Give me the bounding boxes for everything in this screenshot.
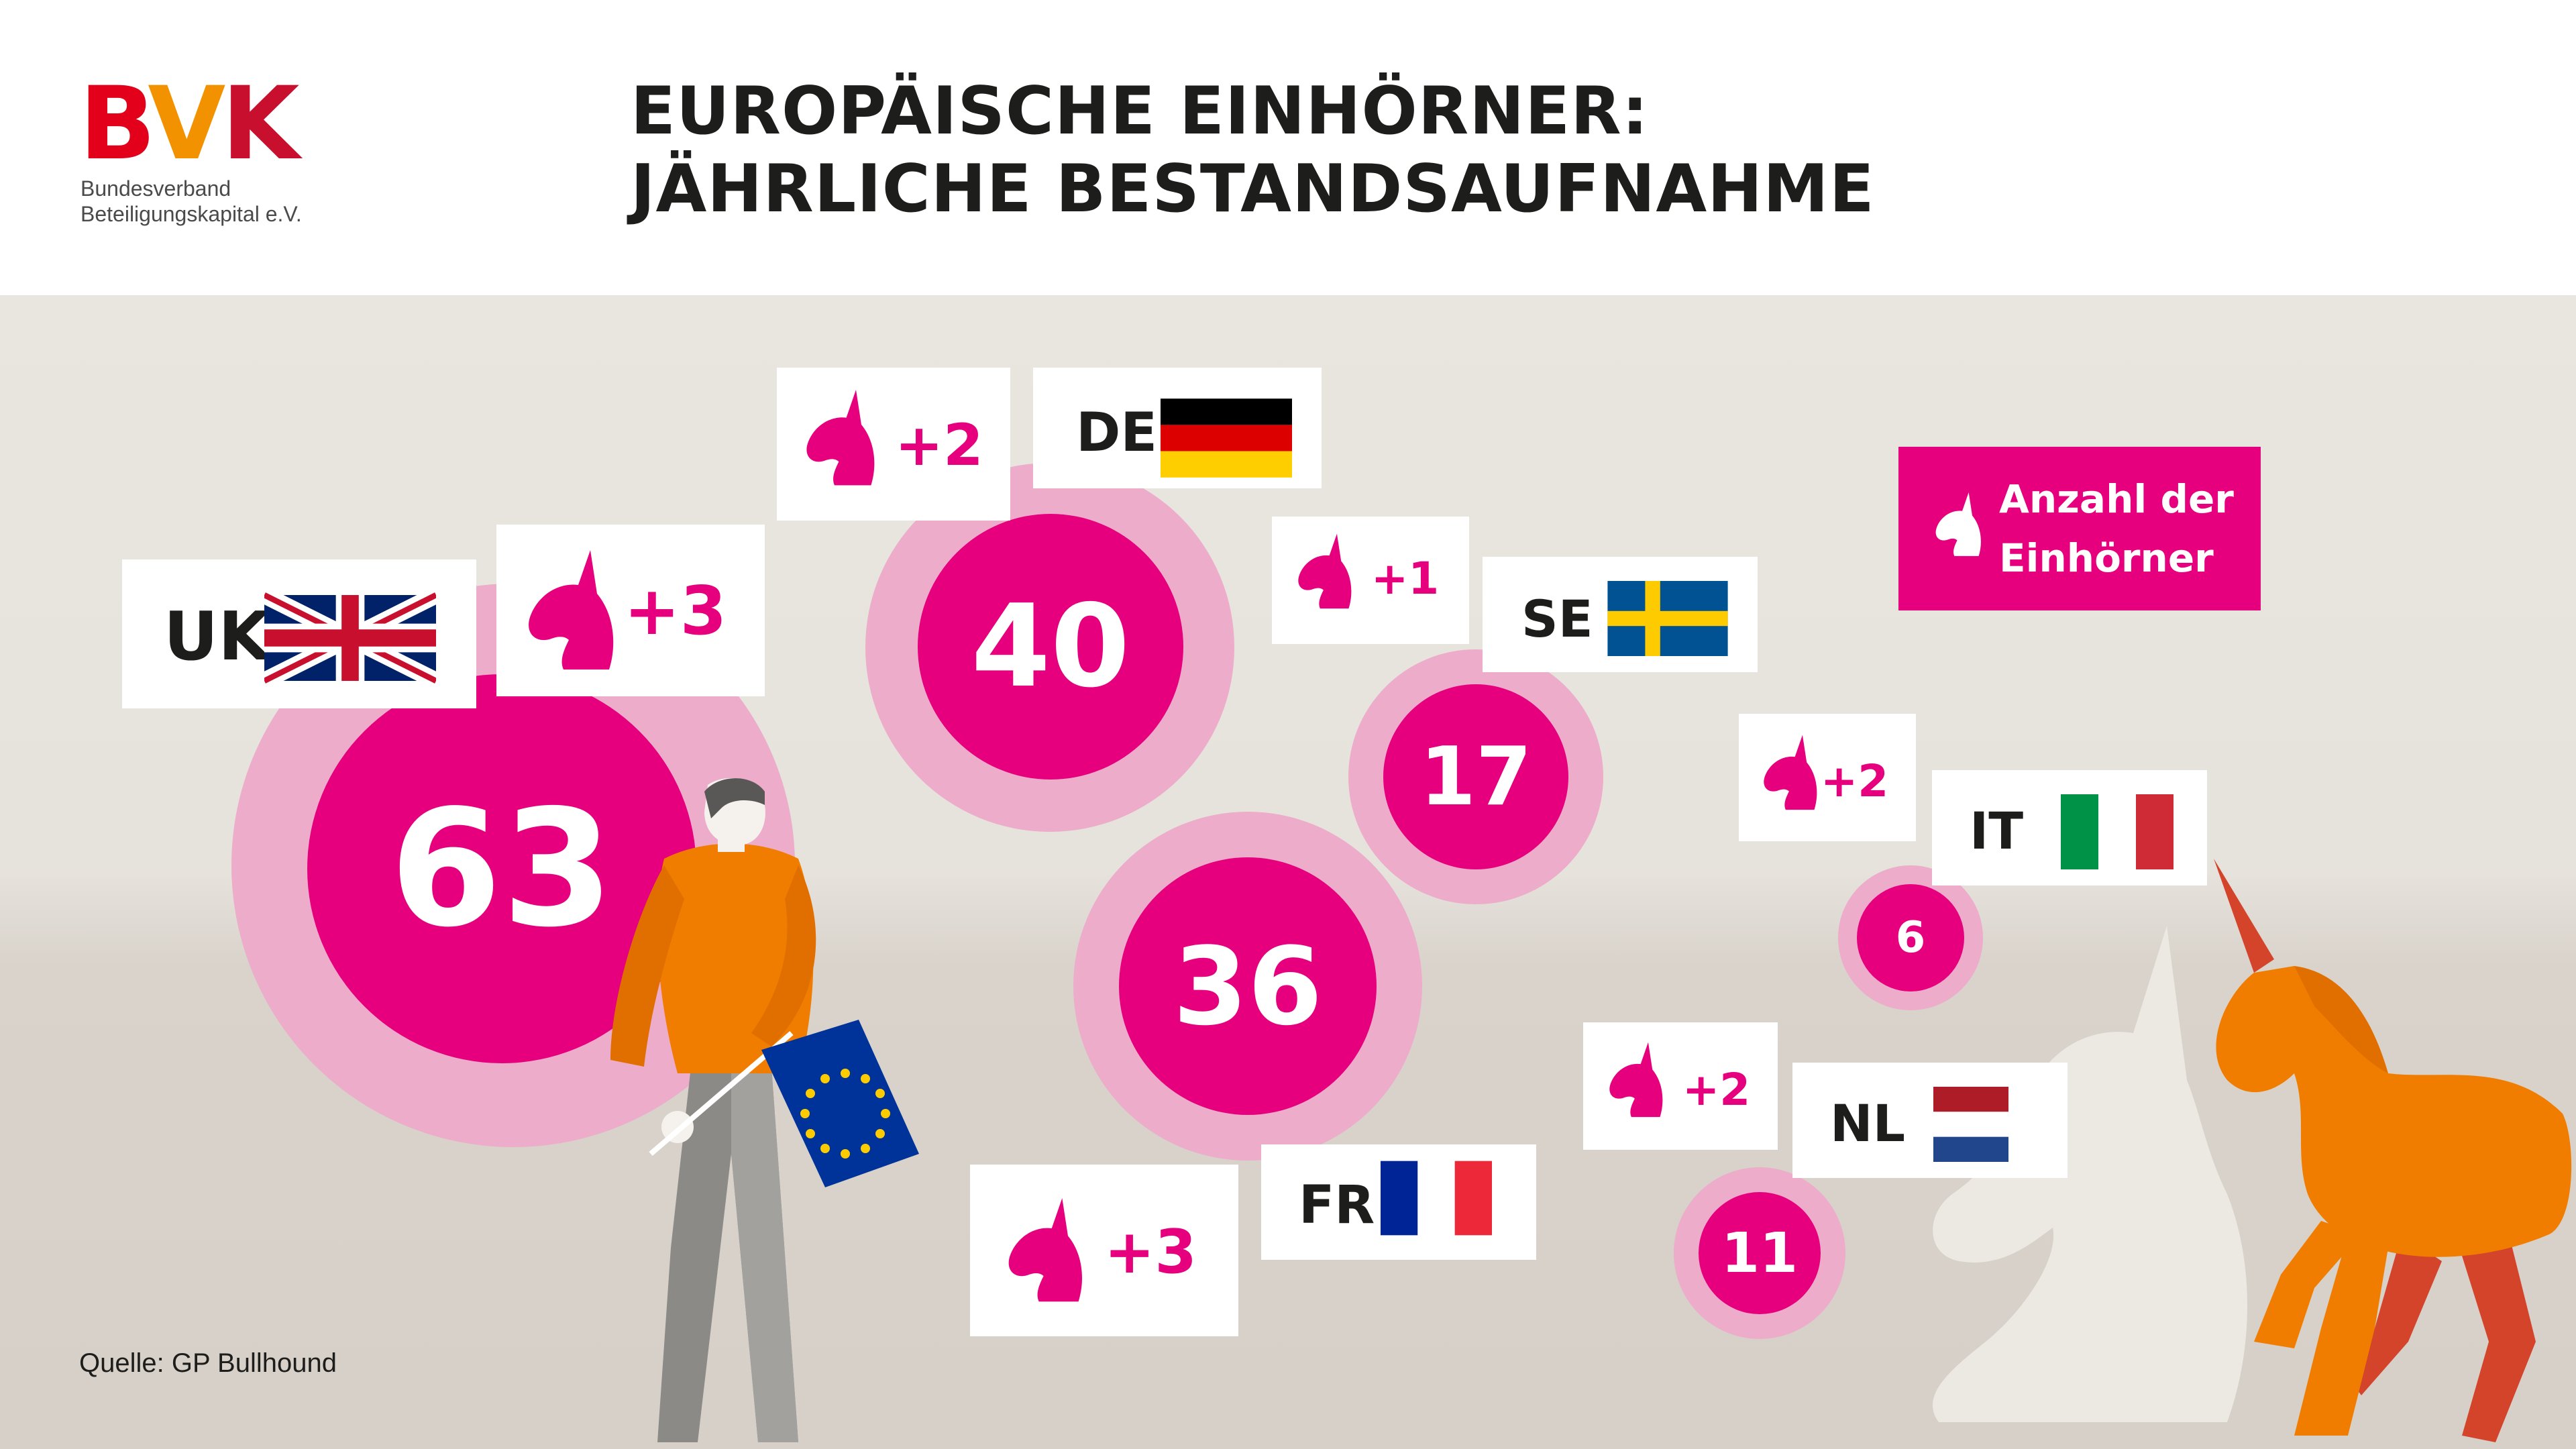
uk-delta-callout: +3 — [496, 525, 765, 696]
page-title: EUROPÄISCHE EINHÖRNER: JÄHRLICHE BESTAND… — [631, 72, 1875, 228]
unicorn-head-icon — [1764, 735, 1817, 810]
de-unicorn-count: 40 — [918, 514, 1183, 780]
unicorn-head-icon — [1298, 533, 1352, 609]
de-country-callout: DE — [1033, 368, 1322, 488]
orange-unicorn-illustration — [2214, 859, 2572, 1442]
se-delta-callout: +1 — [1272, 517, 1469, 644]
unicorn-head-icon — [806, 390, 875, 486]
se-unicorn-count: 17 — [1383, 684, 1568, 869]
page-title-line2: JÄHRLICHE BESTANDSAUFNAHME — [631, 151, 1875, 227]
fr-country-callout: FR — [1261, 1144, 1536, 1260]
nl-delta: +2 — [1682, 1064, 1751, 1116]
background-unicorn-icon — [1932, 926, 2247, 1422]
se-country-callout: SE — [1483, 557, 1758, 672]
uk-country-callout: UK — [122, 559, 476, 708]
logo-subtitle-line1: Bundesverband — [80, 176, 231, 201]
man-with-eu-flag-illustration — [610, 778, 919, 1442]
nl-delta-callout: +2 — [1583, 1022, 1778, 1150]
nl-unicorn-count: 11 — [1699, 1192, 1821, 1314]
nl-country-code: NL — [1830, 1093, 1906, 1153]
fr-unicorn-count: 36 — [1119, 857, 1377, 1115]
uk-country-code: UK — [164, 597, 270, 676]
legend-label-line1: Anzahl der — [1999, 476, 2234, 522]
it-flag-icon — [2061, 794, 2174, 869]
de-delta-callout: +2 — [777, 368, 1010, 521]
legend-label-line2: Einhörner — [1999, 535, 2214, 581]
de-delta: +2 — [895, 412, 983, 479]
legend-box: Anzahl der Einhörner — [1898, 447, 2261, 610]
legend-label: Anzahl der Einhörner — [1999, 470, 2234, 588]
logo-letter-v: V — [148, 66, 225, 182]
uk-delta: +3 — [624, 572, 727, 650]
de-flag-icon — [1161, 398, 1292, 478]
source-note: Quelle: GP Bullhound — [79, 1348, 337, 1378]
fr-delta-callout: +3 — [970, 1165, 1238, 1336]
fr-flag-icon — [1381, 1161, 1492, 1236]
fr-delta: +3 — [1104, 1217, 1197, 1287]
page-title-line1: EUROPÄISCHE EINHÖRNER: — [631, 73, 1649, 150]
header: BVK Bundesverband Beteiligungskapital e.… — [0, 0, 2576, 295]
nl-flag-icon — [1933, 1087, 2008, 1162]
logo-letter-b: B — [79, 66, 152, 182]
unicorn-head-icon — [1609, 1042, 1663, 1118]
it-country-code: IT — [1970, 801, 2024, 861]
bvk-logo: BVK — [79, 74, 300, 174]
uk-flag-icon — [264, 592, 436, 684]
se-flag-icon — [1607, 581, 1728, 656]
eu-stars-icon — [800, 1069, 890, 1159]
logo-letter-k: K — [221, 66, 299, 182]
unicorn-head-icon — [1008, 1198, 1082, 1302]
logo-subtitle: Bundesverband Beteiligungskapital e.V. — [80, 176, 302, 227]
it-delta-callout: +2 — [1739, 714, 1916, 841]
se-country-code: SE — [1521, 589, 1593, 649]
unicorn-head-icon — [529, 550, 614, 669]
legend-unicorn-head-icon — [1935, 492, 1981, 556]
it-country-callout: IT — [1932, 770, 2207, 885]
it-unicorn-count: 6 — [1857, 884, 1964, 991]
nl-country-callout: NL — [1792, 1063, 2068, 1178]
it-delta: +2 — [1821, 755, 1889, 807]
fr-country-code: FR — [1299, 1175, 1375, 1236]
se-delta: +1 — [1371, 553, 1440, 604]
de-country-code: DE — [1076, 401, 1158, 464]
logo-subtitle-line2: Beteiligungskapital e.V. — [80, 202, 302, 226]
